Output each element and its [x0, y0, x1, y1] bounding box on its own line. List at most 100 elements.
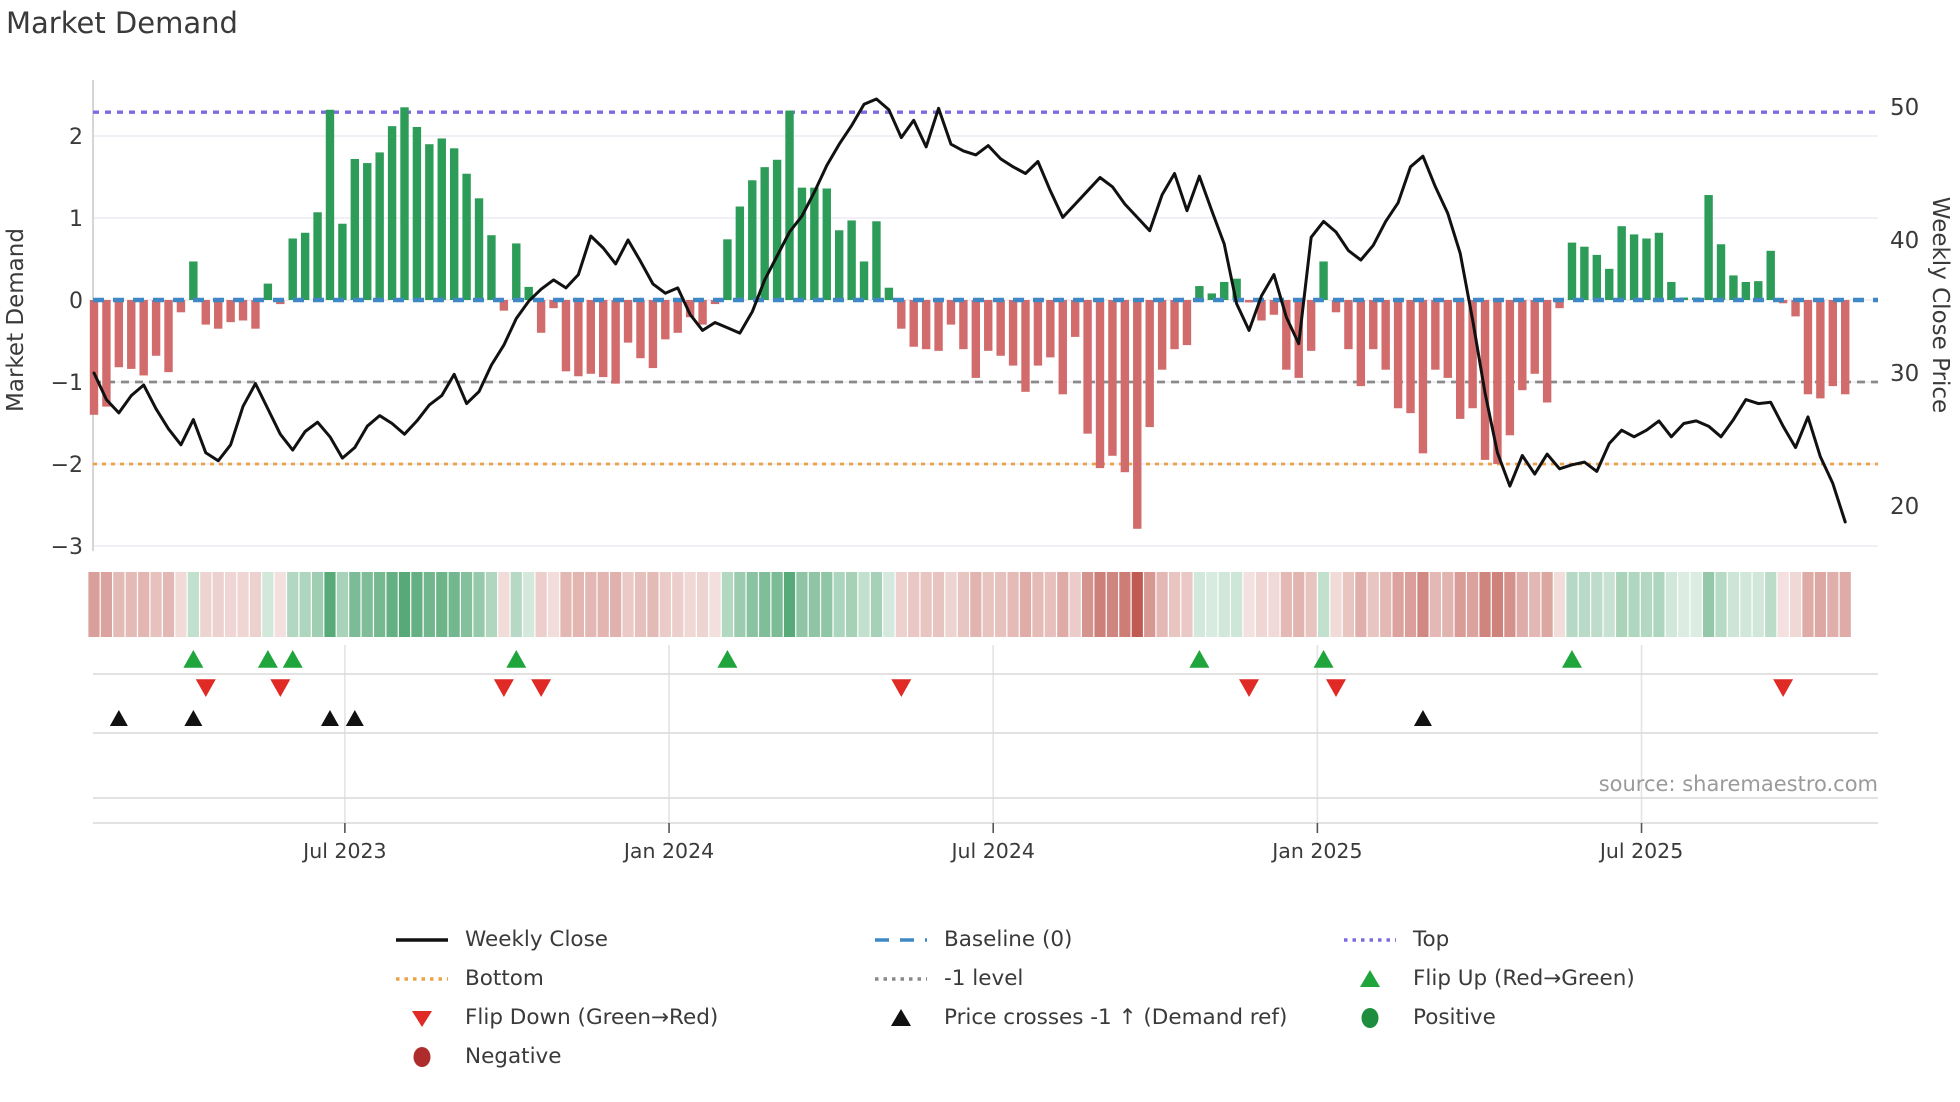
flip-up-marker: [257, 650, 278, 668]
heatmap-cell: [1268, 572, 1280, 637]
demand-bar-positive: [1754, 281, 1763, 300]
flip-down-marker: [1239, 679, 1260, 697]
demand-bar-negative: [1046, 300, 1055, 358]
heatmap-cell: [361, 572, 373, 637]
demand-bar-positive: [1232, 278, 1241, 300]
demand-bar-positive: [487, 235, 496, 300]
demand-bar-positive: [189, 261, 198, 300]
heatmap-cell: [398, 572, 411, 637]
demand-bar-negative: [661, 300, 670, 340]
dotted-legend-swatch: [396, 976, 448, 981]
demand-bar-negative: [561, 300, 571, 372]
demand-bar-negative: [1493, 300, 1502, 464]
demand-bar-negative: [1468, 300, 1477, 409]
heatmap-cell: [1330, 572, 1342, 637]
demand-bar-negative: [1369, 300, 1378, 350]
left-axis-tick-label: −3: [51, 535, 83, 560]
heatmap-cell: [957, 572, 969, 637]
heatmap-cell: [672, 572, 684, 637]
demand-bar-positive: [1729, 275, 1738, 300]
heatmap-cell: [510, 572, 522, 637]
heatmap-cell: [1516, 572, 1528, 637]
heatmap-cell: [311, 572, 324, 637]
heatmap-cell: [796, 572, 808, 637]
demand-bar-positive: [723, 239, 732, 300]
flip-up-marker: [1189, 650, 1210, 668]
demand-bar-negative: [648, 300, 658, 369]
demand-bar-positive: [872, 221, 881, 300]
demand-bar-negative: [1133, 300, 1142, 529]
price-cross-marker: [109, 710, 128, 727]
legend-item: Bottom: [393, 959, 872, 998]
demand-bar-positive: [1629, 234, 1639, 300]
tri-up-legend-swatch: [1360, 969, 1380, 987]
heatmap-cell: [846, 572, 858, 637]
demand-bar-positive: [1667, 281, 1676, 300]
demand-bar-negative: [1269, 300, 1279, 315]
heatmap-cell: [1789, 572, 1802, 637]
demand-bar-positive: [288, 238, 297, 300]
heatmap-cell: [336, 572, 348, 637]
legend-item-label: Baseline (0): [944, 927, 1073, 952]
demand-bar-negative: [685, 300, 695, 318]
flip-up-marker: [1561, 650, 1582, 668]
demand-bar-positive: [735, 206, 745, 300]
heatmap-cell: [585, 572, 597, 637]
heatmap-cell: [610, 572, 622, 637]
demand-bar-positive: [1319, 261, 1328, 300]
demand-bar-negative: [959, 300, 968, 350]
demand-bar-positive: [1580, 246, 1589, 300]
heatmap-cell: [647, 572, 659, 637]
demand-bar-negative: [921, 300, 931, 350]
demand-bar-positive: [300, 232, 310, 300]
heatmap-cell: [622, 572, 634, 637]
heatmap-cell: [1019, 572, 1032, 637]
demand-bar-negative: [1182, 300, 1192, 346]
heatmap-cell: [1106, 572, 1119, 637]
heatmap-cell: [1678, 572, 1690, 637]
demand-bar-positive: [338, 223, 347, 300]
heatmap-cell: [249, 572, 262, 637]
heatmap-cell: [1740, 572, 1752, 637]
demand-bar-positive: [822, 188, 831, 300]
demand-bar-negative: [1120, 300, 1130, 473]
demand-bar-positive: [1220, 281, 1229, 300]
demand-bar-positive: [1617, 226, 1626, 300]
flip-up-marker: [506, 650, 527, 668]
demand-bar-negative: [1803, 300, 1813, 395]
heatmap-cell: [659, 572, 671, 637]
heatmap-cell: [1218, 572, 1230, 637]
demand-bar-negative: [623, 300, 633, 343]
heatmap-cell: [1566, 572, 1578, 637]
heatmap-cell: [895, 572, 907, 637]
demand-bar-negative: [499, 300, 509, 311]
heatmap-cell: [1032, 572, 1044, 637]
demand-bar-positive: [1592, 254, 1602, 300]
heatmap-cell: [970, 572, 982, 637]
demand-bar-negative: [1070, 300, 1080, 337]
demand-bar-negative: [1033, 300, 1043, 366]
flip-down-marker: [493, 679, 514, 697]
heatmap-cell: [1305, 572, 1317, 637]
tri-down-legend-swatch: [412, 1010, 432, 1027]
legend-item: -1 level: [872, 959, 1341, 998]
demand-bar-negative: [1244, 300, 1254, 303]
demand-bar-positive: [884, 287, 894, 300]
demand-bar-negative: [1058, 300, 1067, 395]
demand-bar-negative: [1108, 300, 1117, 456]
heatmap-cell: [187, 572, 199, 637]
heatmap-cell: [485, 572, 498, 637]
heatmap-cell: [1429, 572, 1441, 637]
heatmap-cell: [1044, 572, 1056, 637]
heatmap-cell: [498, 572, 510, 637]
legend-item-label: Weekly Close: [465, 927, 609, 952]
heatmap-cell: [1206, 572, 1218, 637]
demand-bar-negative: [1841, 300, 1850, 395]
demand-bar-negative: [909, 300, 918, 347]
heatmap-cell: [1417, 572, 1429, 637]
dotted-legend-swatch: [1344, 937, 1396, 942]
legend-column-1: Weekly Close Bottom Flip Down (Green→Red) N…: [393, 920, 872, 1076]
legend-item-label: -1 level: [944, 966, 1024, 991]
flip-down-marker: [531, 679, 552, 697]
legend-item: Baseline (0): [872, 920, 1341, 959]
